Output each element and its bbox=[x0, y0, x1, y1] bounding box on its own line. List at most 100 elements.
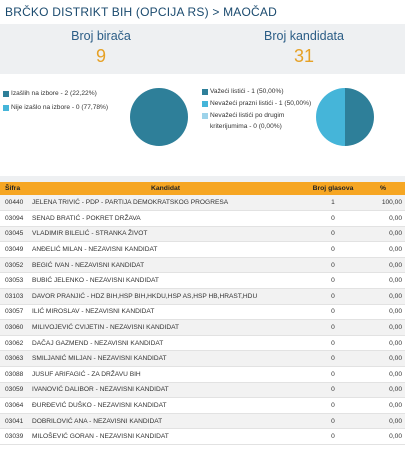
ballots-legend-text: Važeći listići - 1 (50,00%) bbox=[210, 88, 284, 95]
voters-value: 9 bbox=[95, 46, 106, 66]
table-row[interactable]: 03039 MILOŠEVIĆ GORAN - NEZAVISNI KANDIDA… bbox=[0, 428, 405, 445]
candidates-stat: Broj kandidata 31 bbox=[203, 24, 405, 67]
table-row[interactable]: 03063 SMILJANIĆ MILJAN - NEZAVISNI KANDID… bbox=[0, 350, 405, 368]
ballots-legend-text: Nevažeći listići po drugim kriterijumima… bbox=[210, 112, 285, 130]
legend-swatch bbox=[202, 113, 208, 120]
candidates-value: 31 bbox=[293, 46, 315, 66]
table-row[interactable]: 03045 VLADIMIR BILELIĆ - STRANKA ŽIVOT 0 0,… bbox=[0, 226, 405, 243]
candidate-name-cell: BUBIĆ JELENKO - NEZAVISNI KANDIDAT bbox=[26, 272, 305, 290]
table-row[interactable]: 03094 SENAD BRATIĆ - POKRET DRŽAVA 0 0,00 bbox=[0, 210, 405, 227]
candidate-name-cell: DAČAJ GAZMEND - NEZAVISNI KANDIDAT bbox=[26, 335, 305, 352]
candidate-name-cell: JUSUF ARIFAGIĆ - ZA DRŽAVU BIH bbox=[26, 366, 305, 383]
candidate-code-cell: 03041 bbox=[0, 413, 26, 430]
candidate-name-cell: DOBRILOVIĆ ANA - NEZAVISNI KANDIDAT bbox=[26, 413, 305, 430]
candidate-name-cell: ĐURĐEVIĆ DUŠKO - NEZAVISNI KANDIDAT bbox=[26, 397, 305, 414]
votes-cell: 0 bbox=[305, 350, 361, 368]
turnout-legend-item: Nije izašlo na izbore - 0 (77,78%) bbox=[3, 103, 123, 113]
candidate-name-cell: ANĐELIĆ MILAN - NEZAVISNI KANDIDAT bbox=[26, 241, 305, 258]
pct-cell: 0,00 bbox=[361, 319, 405, 336]
table-row[interactable]: 03060 MILIVOJEVIĆ CVIJETIN - NEZAVISNI KA… bbox=[0, 319, 405, 336]
section-divider bbox=[0, 176, 405, 182]
table-header-row: Šifra Kandidat Broj glasova % bbox=[0, 182, 405, 195]
ballots-legend-text: Nevažeći prazni listići - 1 (50,00%) bbox=[210, 100, 312, 108]
stats-panel: Broj birača 9 Broj kandidata 31 bbox=[0, 24, 405, 74]
ballots-slice-valid bbox=[345, 88, 374, 146]
pct-cell: 0,00 bbox=[361, 350, 405, 368]
table-row[interactable]: 03103 DAVOR PRANJIĆ - HDZ BIH,HSP BIH,HKD… bbox=[0, 288, 405, 305]
ballots-legend: Važeći listići - 1 (50,00%) Nevažeći pra… bbox=[202, 87, 312, 134]
candidate-name-cell: BEGIĆ IVAN - NEZAVISNI KANDIDAT bbox=[26, 257, 305, 274]
charts-panel: Izašlih na izbore - 2 (22,22%) Nije izaš… bbox=[0, 74, 405, 182]
votes-cell: 0 bbox=[305, 413, 361, 430]
ballots-slice-blank bbox=[316, 88, 345, 146]
table-row[interactable]: 03053 BUBIĆ JELENKO - NEZAVISNI KANDIDAT 0… bbox=[0, 272, 405, 290]
pct-column-header[interactable]: % bbox=[361, 182, 405, 195]
candidate-code-cell: 03049 bbox=[0, 241, 26, 258]
votes-cell: 0 bbox=[305, 288, 361, 305]
votes-cell: 0 bbox=[305, 210, 361, 227]
breadcrumb-title: BRČKO DISTRIKT BIH (OPCIJA RS) > MAOČAD bbox=[5, 5, 277, 19]
candidate-code-cell: 03103 bbox=[0, 288, 26, 305]
turnout-slice-voted bbox=[130, 88, 188, 146]
pct-cell: 0,00 bbox=[361, 257, 405, 274]
pct-cell: 0,00 bbox=[361, 210, 405, 227]
voters-label: Broj birača bbox=[71, 29, 131, 43]
candidate-code-cell: 03057 bbox=[0, 304, 26, 321]
pct-cell: 0,00 bbox=[361, 335, 405, 352]
pct-cell: 0,00 bbox=[361, 382, 405, 399]
candidate-code-cell: 03045 bbox=[0, 226, 26, 243]
table-row[interactable]: 03064 ĐURĐEVIĆ DUŠKO - NEZAVISNI KANDIDAT… bbox=[0, 397, 405, 414]
votes-cell: 0 bbox=[305, 366, 361, 383]
votes-column-header[interactable]: Broj glasova bbox=[305, 182, 361, 195]
pct-cell: 0,00 bbox=[361, 241, 405, 258]
table-row[interactable]: 03062 DAČAJ GAZMEND - NEZAVISNI KANDIDAT 0… bbox=[0, 335, 405, 352]
pct-cell: 0,00 bbox=[361, 288, 405, 305]
pct-cell: 0,00 bbox=[361, 428, 405, 445]
candidate-code-cell: 03094 bbox=[0, 210, 26, 227]
votes-cell: 0 bbox=[305, 428, 361, 445]
pct-cell: 0,00 bbox=[361, 413, 405, 430]
table-row[interactable]: 00440 JELENA TRIVIĆ - PDP - PARTIJA DEMOK… bbox=[0, 195, 405, 212]
candidate-name-cell: DAVOR PRANJIĆ - HDZ BIH,HSP BIH,HKDU,HSP… bbox=[26, 288, 305, 305]
votes-cell: 0 bbox=[305, 397, 361, 414]
legend-swatch bbox=[202, 101, 208, 108]
results-table: Šifra Kandidat Broj glasova % 00440 JELEN… bbox=[0, 182, 405, 445]
candidate-name-cell: MILOŠEVIĆ GORAN - NEZAVISNI KANDIDAT bbox=[26, 428, 305, 445]
pct-cell: 0,00 bbox=[361, 272, 405, 290]
candidate-name-cell: ILIĆ MIROSLAV - NEZAVISNI KANDIDAT bbox=[26, 304, 305, 321]
votes-cell: 0 bbox=[305, 257, 361, 274]
candidate-code-cell: 03059 bbox=[0, 382, 26, 399]
ballots-legend-item: Važeći listići - 1 (50,00%) bbox=[202, 87, 312, 97]
table-row[interactable]: 03041 DOBRILOVIĆ ANA - NEZAVISNI KANDIDAT… bbox=[0, 413, 405, 430]
turnout-legend-item: Izašlih na izbore - 2 (22,22%) bbox=[3, 89, 123, 99]
candidate-name-cell: SENAD BRATIĆ - POKRET DRŽAVA bbox=[26, 210, 305, 227]
candidate-name-cell: MILIVOJEVIĆ CVIJETIN - NEZAVISNI KANDIDA… bbox=[26, 319, 305, 336]
candidate-code-cell: 03052 bbox=[0, 257, 26, 274]
candidate-name-cell: VLADIMIR BILELIĆ - STRANKA ŽIVOT bbox=[26, 226, 305, 243]
ballots-legend-item: Nevažeći prazni listići - 1 (50,00%) bbox=[202, 99, 312, 109]
votes-cell: 0 bbox=[305, 319, 361, 336]
candidate-code-cell: 03039 bbox=[0, 428, 26, 445]
table-row[interactable]: 03052 BEGIĆ IVAN - NEZAVISNI KANDIDAT 0 0,0… bbox=[0, 257, 405, 274]
table-row[interactable]: 03057 ILIĆ MIROSLAV - NEZAVISNI KANDIDAT 0… bbox=[0, 304, 405, 321]
candidate-code-cell: 00440 bbox=[0, 195, 26, 212]
candidate-column-header[interactable]: Kandidat bbox=[26, 182, 305, 195]
table-row[interactable]: 03059 IVANOVIĆ DALIBOR - NEZAVISNI KANDID… bbox=[0, 382, 405, 399]
turnout-legend-text: Nije izašlo na izbore - 0 (77,78%) bbox=[11, 104, 109, 112]
pct-cell: 0,00 bbox=[361, 304, 405, 321]
table-row[interactable]: 03088 JUSUF ARIFAGIĆ - ZA DRŽAVU BIH 0 0,00 bbox=[0, 366, 405, 383]
candidate-code-cell: 03060 bbox=[0, 319, 26, 336]
code-column-header[interactable]: Šifra bbox=[0, 182, 26, 195]
table-row[interactable]: 03049 ANĐELIĆ MILAN - NEZAVISNI KANDIDAT 0… bbox=[0, 241, 405, 258]
ballots-pie-chart bbox=[316, 88, 374, 146]
voters-stat: Broj birača 9 bbox=[0, 24, 202, 67]
votes-cell: 1 bbox=[305, 195, 361, 212]
turnout-legend-text: Izašlih na izbore - 2 (22,22%) bbox=[11, 90, 97, 97]
votes-cell: 0 bbox=[305, 382, 361, 399]
legend-swatch bbox=[202, 89, 208, 95]
ballots-legend-item: Nevažeći listići po drugim kriterijumima… bbox=[202, 111, 312, 131]
candidates-label: Broj kandidata bbox=[264, 29, 344, 43]
candidate-name-cell: IVANOVIĆ DALIBOR - NEZAVISNI KANDIDAT bbox=[26, 382, 305, 399]
candidate-code-cell: 03062 bbox=[0, 335, 26, 352]
candidate-code-cell: 03063 bbox=[0, 350, 26, 368]
